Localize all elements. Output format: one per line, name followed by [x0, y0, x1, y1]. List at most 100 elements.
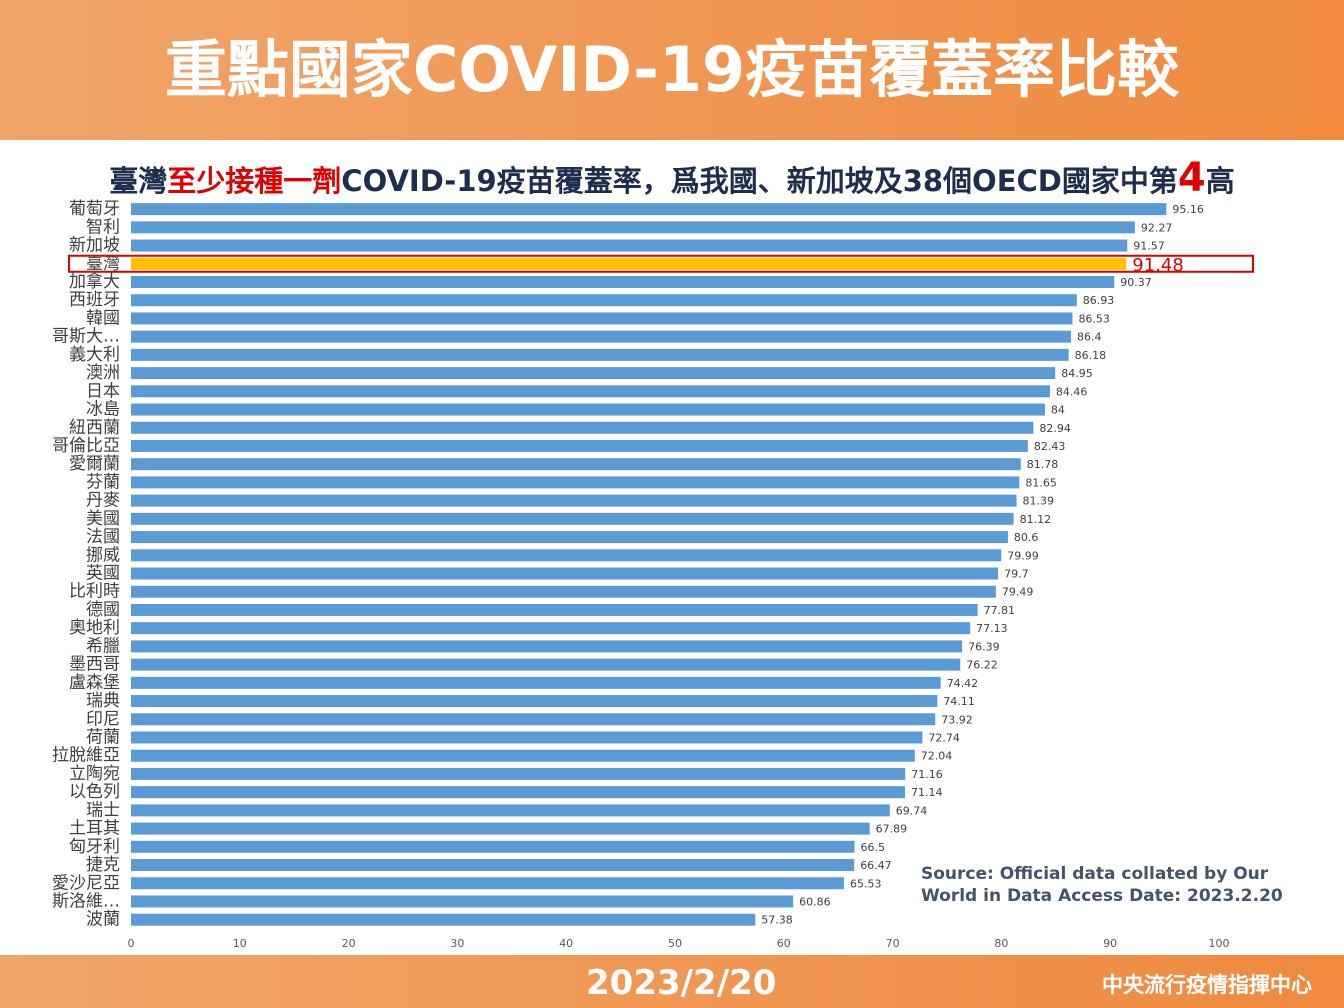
- value-label: 84.46: [1056, 385, 1088, 398]
- bar: [131, 367, 1056, 380]
- y-tick-label: 立陶宛: [69, 764, 120, 784]
- footer: 2023/2/20 中央流行疫情指揮中心: [0, 955, 1344, 1008]
- value-label: 91.57: [1133, 240, 1165, 253]
- x-tick-label: 20: [342, 937, 356, 950]
- value-label: 71.16: [911, 768, 943, 781]
- bar: [131, 330, 1072, 343]
- y-tick-label: 新加坡: [69, 236, 120, 256]
- y-tick-label: 紐西蘭: [69, 418, 120, 438]
- bar: [131, 713, 936, 726]
- y-tick-label: 印尼: [86, 709, 120, 729]
- bar: [131, 603, 978, 616]
- bar: [131, 695, 938, 708]
- x-tick-label: 10: [233, 937, 247, 950]
- bar: [131, 312, 1073, 325]
- value-label: 84: [1051, 404, 1065, 417]
- y-tick-label: 愛沙尼亞: [52, 873, 120, 893]
- value-label: 72.04: [921, 750, 953, 763]
- x-tick-label: 50: [668, 937, 682, 950]
- y-tick-label: 哥斯大…: [52, 327, 120, 347]
- bar: [131, 731, 923, 744]
- bar: [131, 749, 915, 762]
- x-tick-label: 60: [777, 937, 791, 950]
- value-label: 65.53: [850, 877, 882, 890]
- bar: [131, 895, 794, 908]
- bar: [131, 348, 1069, 361]
- bar: [131, 859, 855, 872]
- bar: [131, 622, 971, 635]
- subtitle: 臺灣至少接種一劑COVID-19疫苗覆蓋率，爲我國、新加坡及38個OECD國家中…: [0, 155, 1344, 201]
- value-label: 77.13: [976, 622, 1008, 635]
- y-tick-label: 臺灣: [86, 254, 120, 274]
- y-tick-label: 澳洲: [86, 363, 120, 383]
- y-tick-label: 匈牙利: [69, 837, 120, 857]
- x-tick-label: 40: [559, 937, 573, 950]
- x-tick-label: 100: [1209, 937, 1230, 950]
- chart-title: 重點國家COVID-19疫苗覆蓋率比較: [0, 0, 1344, 140]
- y-tick-label: 盧森堡: [69, 673, 120, 693]
- value-label: 81.39: [1023, 495, 1055, 508]
- value-label: 73.92: [941, 713, 973, 726]
- value-label: 76.39: [968, 640, 1000, 653]
- bar: [131, 458, 1021, 471]
- value-label: 74.11: [943, 695, 975, 708]
- value-label: 81.78: [1027, 458, 1059, 471]
- bar: [131, 421, 1034, 434]
- y-tick-label: 冰島: [86, 400, 120, 420]
- subtitle-part: 高: [1205, 164, 1235, 198]
- value-label: 72.74: [928, 731, 960, 744]
- value-label: 74.42: [947, 677, 979, 690]
- y-tick-label: 加拿大: [69, 271, 120, 292]
- y-tick-label: 日本: [86, 381, 120, 401]
- bar: [131, 676, 941, 689]
- value-label: 69.74: [896, 804, 928, 817]
- bar: [131, 640, 963, 653]
- value-label: 86.4: [1077, 331, 1102, 344]
- value-label: 84.95: [1061, 367, 1093, 380]
- bar: [131, 549, 1002, 562]
- y-tick-label: 哥倫比亞: [52, 436, 120, 456]
- y-tick-label: 斯洛維…: [52, 891, 120, 911]
- bar: [131, 512, 1014, 525]
- value-label: 86.53: [1078, 312, 1110, 325]
- value-label: 81.65: [1025, 476, 1057, 489]
- y-tick-label: 芬蘭: [86, 472, 120, 492]
- y-tick-label: 波蘭: [86, 910, 120, 930]
- bar: [131, 385, 1050, 398]
- y-tick-label: 瑞典: [86, 691, 120, 711]
- x-tick-label: 70: [886, 937, 900, 950]
- value-label: 79.7: [1004, 568, 1029, 581]
- value-label: 82.94: [1039, 422, 1071, 435]
- x-tick-label: 90: [1103, 937, 1117, 950]
- y-tick-label: 拉脫維亞: [52, 746, 120, 766]
- y-tick-label: 墨西哥: [69, 655, 120, 675]
- value-label: 71.14: [911, 786, 943, 799]
- y-tick-label: 智利: [86, 217, 120, 237]
- value-label: 95.16: [1172, 203, 1204, 216]
- value-label: 67.89: [876, 823, 908, 836]
- bar: [131, 439, 1028, 452]
- y-tick-label: 捷克: [86, 855, 120, 875]
- x-tick-label: 0: [128, 937, 135, 950]
- value-label: 57.38: [761, 914, 793, 927]
- value-label: 79.49: [1002, 586, 1034, 599]
- value-label: 79.99: [1007, 549, 1039, 562]
- value-label: 90.37: [1120, 276, 1152, 289]
- y-tick-label: 以色列: [69, 782, 120, 802]
- value-label: 82.43: [1034, 440, 1066, 453]
- y-tick-label: 韓國: [86, 308, 120, 328]
- bar: [131, 840, 855, 853]
- bar: [131, 221, 1135, 234]
- y-tick-label: 愛爾蘭: [69, 454, 120, 474]
- value-label: 91.48: [1132, 255, 1184, 276]
- x-tick-label: 30: [450, 937, 464, 950]
- bar: [131, 203, 1167, 216]
- value-label: 86.93: [1083, 294, 1115, 307]
- value-label: 80.6: [1014, 531, 1039, 544]
- organization: 中央流行疫情指揮中心: [1102, 973, 1312, 997]
- bar: [131, 403, 1045, 416]
- y-tick-label: 土耳其: [69, 819, 120, 839]
- subtitle-part: 臺灣: [109, 164, 168, 198]
- value-label: 60.86: [799, 895, 831, 908]
